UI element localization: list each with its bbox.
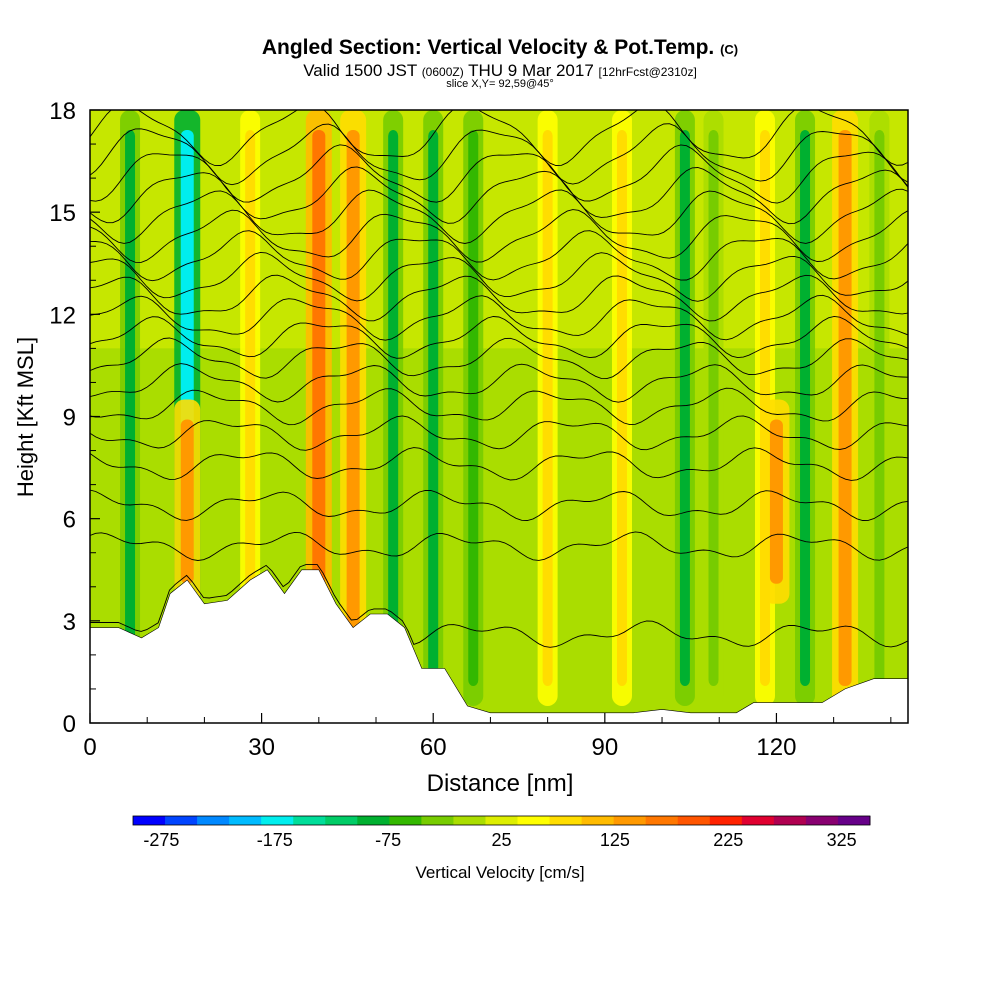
velocity-core	[180, 419, 194, 584]
colorbar-swatch	[165, 816, 198, 825]
velocity-core	[616, 130, 627, 686]
colorbar-swatch	[421, 816, 454, 825]
colorbar-swatch	[581, 816, 615, 825]
velocity-core	[245, 130, 256, 686]
velocity-core	[125, 130, 136, 686]
velocity-core	[838, 130, 852, 686]
chart-title-unit: (C)	[720, 42, 739, 57]
colorbar-swatch	[741, 816, 775, 825]
y-tick-label: 3	[63, 609, 76, 636]
colorbar-swatch	[773, 816, 807, 825]
valid-time: Valid 1500 JST	[303, 61, 417, 80]
velocity-core	[428, 130, 439, 686]
x-axis-label: Distance [nm]	[427, 770, 574, 797]
theta-contour-line	[90, 166, 908, 225]
theta-contour-line	[90, 230, 908, 282]
colorbar-swatch	[517, 816, 551, 825]
theta-contour-line	[90, 188, 908, 244]
velocity-core	[874, 130, 885, 686]
colorbar-swatch	[453, 816, 486, 825]
colorbar-swatch	[613, 816, 647, 825]
theta-contour-line	[90, 315, 908, 359]
colorbar-swatch	[261, 816, 294, 825]
axes: 0 30 60 90 120 0 3 6 9 12 15 18	[49, 98, 892, 761]
colorbar-tick-label: 125	[600, 830, 630, 850]
field-band-upper	[90, 110, 908, 349]
velocity-core	[468, 130, 479, 686]
theta-contour-line	[90, 123, 908, 186]
colorbar-swatch	[197, 816, 230, 825]
colorbar-frame	[132, 815, 871, 826]
colorbar-tick-label: -275	[143, 830, 179, 850]
colorbar-swatch	[357, 816, 390, 825]
colorbar-swatch	[805, 816, 839, 825]
colorbar-swatch	[709, 816, 743, 825]
colorbar: -275 -175 -75 25 125 225 325	[132, 815, 871, 850]
theta-contour-line	[90, 251, 908, 302]
x-tick-label: 0	[83, 734, 96, 761]
colorbar-swatch	[485, 816, 519, 825]
theta-contour-line	[90, 564, 908, 648]
colorbar-tick-label: -175	[257, 830, 293, 850]
colorbar-swatch	[133, 816, 166, 825]
theta-contour-line	[90, 363, 908, 403]
velocity-core	[769, 419, 783, 584]
velocity-core	[346, 130, 360, 686]
x-tick-label: 30	[248, 734, 275, 761]
theta-contour-line	[90, 531, 908, 561]
colorbar-swatch	[837, 816, 871, 825]
theta-contour-line	[90, 447, 908, 481]
theta-contour-line	[90, 337, 908, 380]
colorbar-swatch	[293, 816, 326, 825]
colorbar-swatch	[325, 816, 358, 825]
colorbar-swatch	[645, 816, 679, 825]
colorbar-tick-label: 25	[491, 830, 511, 850]
velocity-core	[708, 130, 719, 686]
theta-contour-line	[90, 415, 908, 451]
terrain	[89, 569, 909, 724]
theta-contour-line	[90, 274, 908, 322]
y-tick-label: 12	[49, 302, 76, 329]
theta-contour-line	[90, 294, 908, 341]
theta-contours	[90, 110, 908, 648]
colorbar-swatch	[549, 816, 583, 825]
y-tick-label: 18	[49, 98, 76, 125]
x-tick-label: 90	[591, 734, 618, 761]
colorbar-swatch	[389, 816, 422, 825]
y-tick-label: 6	[63, 507, 76, 534]
valid-date: THU 9 Mar 2017	[468, 61, 594, 80]
y-tick-label: 0	[63, 711, 76, 738]
velocity-core	[800, 130, 811, 686]
colorbar-swatch	[677, 816, 711, 825]
x-tick-label: 120	[756, 734, 796, 761]
colorbar-label: Vertical Velocity [cm/s]	[415, 863, 585, 882]
colorbar-tick-label: -75	[375, 830, 401, 850]
terrain-shape	[89, 569, 909, 724]
theta-contour-line	[90, 144, 908, 204]
colorbar-swatch	[229, 816, 262, 825]
chart-title-text: Angled Section: Vertical Velocity & Pot.…	[261, 36, 715, 59]
theta-contour-line	[90, 110, 908, 167]
chart-title: Angled Section: Vertical Velocity & Pot.…	[0, 36, 1000, 60]
theta-contour-line	[90, 209, 908, 263]
y-tick-label: 9	[63, 405, 76, 432]
y-tick-label: 15	[49, 200, 76, 227]
colorbar-tick-label: 325	[827, 830, 857, 850]
x-tick-label: 60	[420, 734, 447, 761]
colorbar-tick-label: 225	[713, 830, 743, 850]
slice-info: slice X,Y= 92,59@45°	[446, 78, 554, 90]
velocity-core	[542, 130, 553, 686]
valid-utc: (0600Z)	[421, 65, 464, 79]
theta-contour-line	[90, 489, 908, 521]
velocity-core	[679, 130, 690, 686]
forecast-info: [12hrFcst@2310z]	[598, 65, 697, 79]
theta-contour-line	[90, 387, 908, 426]
y-axis-label: Height [Kft MSL]	[13, 337, 38, 497]
chart-subtitle: Valid 1500 JST (0600Z) THU 9 Mar 2017 [1…	[0, 61, 1000, 81]
velocity-core	[388, 130, 399, 686]
